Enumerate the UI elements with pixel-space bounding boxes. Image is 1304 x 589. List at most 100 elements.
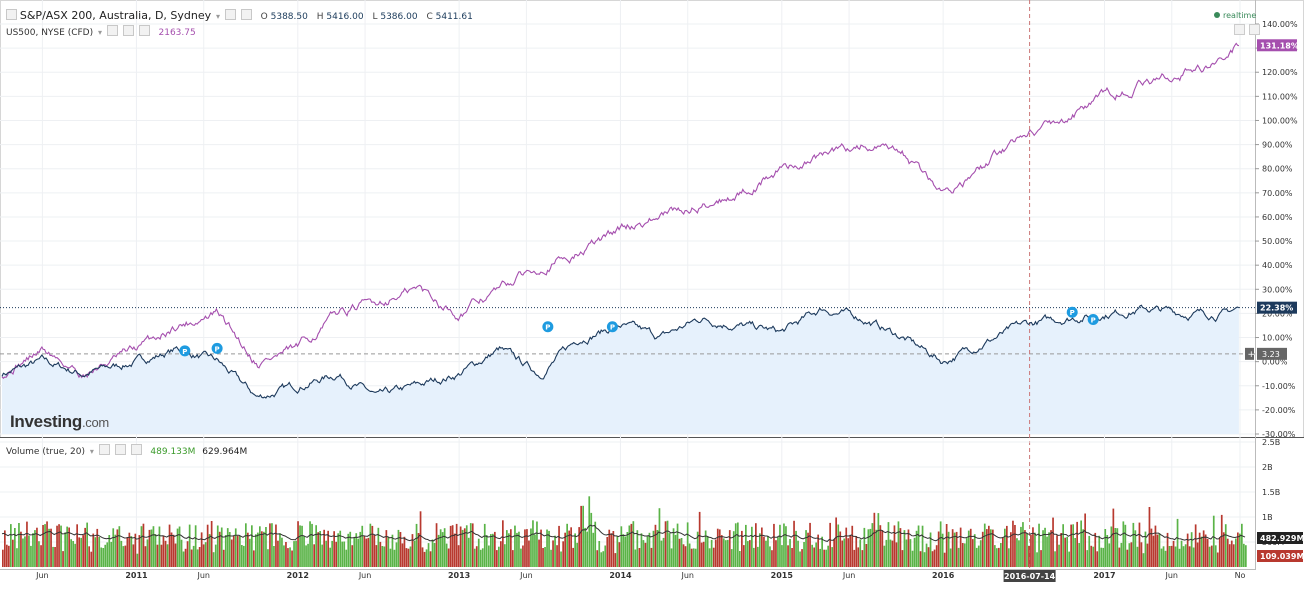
chevron-down-icon[interactable]: ▾: [89, 447, 94, 456]
settings-icon[interactable]: [98, 444, 110, 455]
volume-bar: [939, 521, 942, 567]
volume-bar: [562, 541, 564, 567]
volume-bar: [1020, 526, 1022, 567]
series-asx200-line: [1, 304, 1240, 399]
volume-bar: [148, 529, 151, 567]
volume-bar: [548, 530, 550, 567]
volume-bar: [773, 523, 775, 567]
open-label: O: [260, 12, 268, 22]
volume-bar: [367, 537, 370, 567]
volume-bar: [385, 530, 388, 567]
volume-bar: [1226, 538, 1229, 567]
volume-bar: [522, 545, 524, 567]
compare-symbol: US500, NYSE (CFD): [6, 28, 94, 38]
volume-bar: [520, 548, 522, 567]
volume-bar: [1012, 520, 1014, 567]
volume-bar: [690, 548, 693, 567]
volume-bar: [212, 552, 215, 567]
volume-bar: [40, 545, 42, 567]
volume-bar: [933, 549, 936, 567]
volume-bar: [469, 523, 472, 567]
y-tick-label: 60.00%: [1262, 213, 1293, 222]
volume-bar: [1122, 521, 1125, 567]
volume-tick-label: 2B: [1262, 463, 1273, 472]
volume-bar: [759, 533, 761, 567]
volume-last-badge-bg: [1257, 550, 1303, 562]
volume-bar: [1028, 545, 1030, 567]
volume-bar: [1102, 547, 1105, 567]
volume-bar: [10, 524, 12, 567]
volume-bar: [767, 535, 769, 567]
volume-bar: [194, 525, 197, 567]
volume-bar: [273, 546, 275, 567]
volume-bar: [680, 538, 683, 567]
close-icon[interactable]: [130, 444, 142, 455]
volume-bar: [937, 531, 940, 567]
volume-bar: [74, 543, 76, 567]
volume-bar: [168, 524, 171, 567]
volume-bar: [1110, 526, 1113, 567]
volume-bar: [1180, 540, 1183, 567]
volume-bar: [188, 524, 191, 567]
volume-bar: [295, 540, 297, 567]
maximize-icon[interactable]: [1234, 24, 1245, 35]
volume-bar: [345, 549, 348, 567]
asx-last-badge-bg: [1257, 301, 1297, 314]
volume-bar: [1064, 537, 1066, 567]
volume-bar: [437, 534, 440, 567]
settings-icon[interactable]: [224, 9, 236, 20]
hide-icon[interactable]: [122, 25, 134, 36]
volume-bar: [556, 545, 558, 567]
volume-bar: [1084, 513, 1086, 567]
volume-bar: [610, 533, 613, 567]
volume-bar: [528, 540, 530, 567]
volume-bar: [708, 548, 711, 567]
high-value: 5416.00: [326, 12, 364, 22]
x-tick-label: 2011: [125, 571, 148, 580]
volume-bar: [1196, 542, 1199, 567]
volume-bar: [847, 538, 850, 567]
volume-bar: [1156, 534, 1159, 567]
volume-bar: [281, 537, 283, 567]
volume-bar: [634, 549, 637, 567]
volume-bar: [793, 520, 795, 567]
collapse-icon[interactable]: [6, 9, 17, 20]
volume-bar: [696, 531, 699, 567]
volume-bar: [1194, 524, 1197, 567]
volume-bar: [500, 541, 502, 567]
chevron-down-icon[interactable]: ▾: [97, 28, 102, 37]
dividend-marker: P: [606, 321, 618, 333]
volume-bar: [339, 530, 342, 567]
volume-bar: [186, 541, 189, 567]
volume-bar: [612, 531, 615, 567]
marker-label: P: [610, 324, 615, 332]
volume-bar: [1166, 532, 1169, 567]
volume-bar: [230, 539, 233, 567]
menu-icon[interactable]: [1249, 24, 1260, 35]
volume-bar: [488, 545, 490, 567]
volume-bar: [236, 535, 239, 567]
volume-bar: [622, 534, 625, 567]
volume-bar: [116, 529, 119, 567]
volume-tick-label: 2.5B: [1262, 438, 1280, 447]
volume-bar: [377, 527, 380, 567]
volume-bar: [50, 528, 52, 567]
volume-bar: [580, 505, 582, 567]
volume-bar: [943, 552, 946, 567]
volume-bar: [158, 526, 161, 567]
realtime-dot-icon: [1214, 12, 1220, 18]
volume-bar: [1050, 530, 1052, 567]
volume-bar: [140, 526, 143, 567]
close-icon[interactable]: [138, 25, 150, 36]
plus-icon: +: [1248, 350, 1256, 360]
hide-icon[interactable]: [114, 444, 126, 455]
volume-bar: [967, 530, 970, 567]
volume-bar: [180, 539, 183, 567]
chevron-down-icon[interactable]: ▾: [216, 12, 221, 21]
close-icon[interactable]: [240, 9, 252, 20]
volume-bar: [907, 529, 910, 567]
settings-icon[interactable]: [106, 25, 118, 36]
volume-bar: [755, 523, 757, 567]
